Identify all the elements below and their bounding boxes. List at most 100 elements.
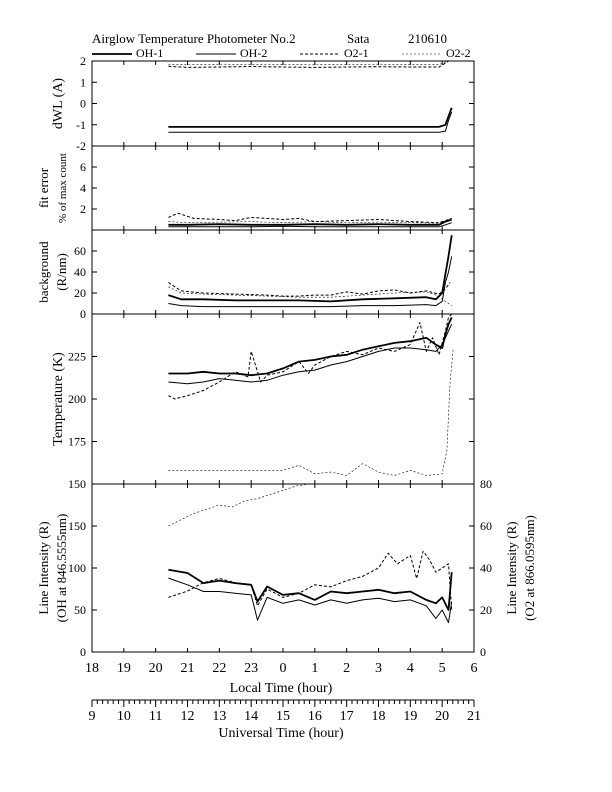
panel-frame xyxy=(91,229,475,315)
y-tick-label: -1 xyxy=(76,118,86,132)
y-tick-label: 200 xyxy=(68,392,86,406)
series-line-oh-1 xyxy=(168,568,453,611)
legend-item-o2-1: O2-1 xyxy=(300,46,369,60)
x-tick-label-local: 1 xyxy=(311,661,318,676)
x-tick-label-local: 6 xyxy=(471,661,478,676)
x-axis-label-ut: Universal Time (hour) xyxy=(218,726,344,741)
y-tick-label: 225 xyxy=(68,350,86,364)
series-group xyxy=(168,484,453,624)
x-tick-label-local: 0 xyxy=(280,661,287,676)
x-tick-label-ut: 10 xyxy=(117,709,131,724)
panel-bg: 0 20 40 60 background (R/nm) xyxy=(36,229,475,321)
x-tick-label-ut: 19 xyxy=(403,709,417,724)
y-axis-label-sub: (OH at 846.5555nm) xyxy=(54,514,69,623)
y-tick-label: 0 xyxy=(80,97,86,111)
y-axis-label: background xyxy=(36,241,51,303)
series-line-oh-1 xyxy=(168,218,452,226)
x-tick-label-local: 20 xyxy=(149,661,163,676)
y-axis-label: dWL (A) xyxy=(51,78,66,130)
x-tick-label-ut: 9 xyxy=(89,709,96,724)
y-tick-label: 150 xyxy=(68,477,86,491)
right-y-tick-label: 80 xyxy=(480,477,492,491)
series-line-oh-1 xyxy=(168,107,453,128)
x-tick-label-local: 22 xyxy=(212,661,226,676)
y-tick-label: 50 xyxy=(74,603,86,617)
series-line-oh-2 xyxy=(168,222,452,228)
y-axis-label-sub: (R/nm) xyxy=(54,253,69,291)
panel-frame xyxy=(91,483,475,653)
series-group xyxy=(168,235,453,308)
series-line-oh-1 xyxy=(168,317,453,377)
y-axis-label: Temperature (K) xyxy=(51,352,66,446)
y-tick-label: 2 xyxy=(80,202,86,216)
series-line-oh-1 xyxy=(168,235,453,303)
series-line-oh-2 xyxy=(168,256,453,308)
right-y-tick-label: 20 xyxy=(480,603,492,617)
panel-frame xyxy=(91,145,475,231)
x-tick-label-local: 5 xyxy=(439,661,446,676)
right-y-tick-label: 0 xyxy=(480,645,486,659)
y-tick-label: 0 xyxy=(80,645,86,659)
panels: -2 -1 0 1 2 dWL (A) 2 4 6 fit error % of max count… xyxy=(36,54,537,659)
y-tick-label: 40 xyxy=(74,265,86,279)
y-axis-label: fit error xyxy=(36,167,51,208)
series-line-o2-1 xyxy=(168,282,451,297)
series-line-o2-1 xyxy=(168,212,452,224)
series-line-oh-2 xyxy=(168,577,453,624)
legend-label: OH-1 xyxy=(136,46,163,60)
y-tick-label: 175 xyxy=(68,435,86,449)
series-line-o2-1 xyxy=(168,61,449,68)
series-line-oh-2 xyxy=(168,323,453,385)
x-tick-label-ut: 17 xyxy=(340,709,354,724)
legend-label: O2-2 xyxy=(446,46,471,60)
legend-item-oh-1: OH-1 xyxy=(92,46,163,60)
x-tick-label-local: 18 xyxy=(85,661,99,676)
legend-label: O2-1 xyxy=(344,46,369,60)
y-tick-label: 4 xyxy=(80,181,86,195)
y-tick-label: 100 xyxy=(68,561,86,575)
x-tick-label-ut: 15 xyxy=(276,709,290,724)
legend-item-oh-2: OH-2 xyxy=(196,46,267,60)
y-tick-label: 60 xyxy=(74,244,86,258)
x-tick-label-local: 19 xyxy=(117,661,131,676)
y-tick-label: 20 xyxy=(74,286,86,300)
bottom-axes: 18 19 20 21 22 23 0 1 2 3 4 5 69 10 11 12 13 14 15 16 17 18 19… xyxy=(85,661,481,724)
x-tick-label-local: 23 xyxy=(244,661,258,676)
x-tick-label-ut: 21 xyxy=(467,709,481,724)
x-tick-label-ut: 16 xyxy=(308,709,322,724)
figure-title: Airglow Temperature Photometer No.2 xyxy=(92,31,296,46)
series-line-o2-2 xyxy=(168,286,452,306)
y-tick-label: -2 xyxy=(76,139,86,153)
right-y-tick-label: 40 xyxy=(480,561,492,575)
legend-label: OH-2 xyxy=(240,46,267,60)
panel-frame xyxy=(91,60,475,147)
figure-header: Airglow Temperature Photometer No.2 Sata… xyxy=(92,31,447,46)
series-line-o2-2 xyxy=(168,220,452,224)
series-line-o2-1 xyxy=(168,550,453,611)
legend: OH-1 OH-2 O2-1 O2-2 xyxy=(92,46,471,60)
series-line-o2-2 xyxy=(168,484,311,527)
panel-dwl: -2 -1 0 1 2 dWL (A) xyxy=(51,54,475,153)
y-tick-label: 6 xyxy=(80,160,86,174)
x-tick-label-ut: 20 xyxy=(435,709,449,724)
x-tick-label-ut: 12 xyxy=(181,709,195,724)
x-tick-label-ut: 13 xyxy=(212,709,226,724)
series-group xyxy=(168,314,454,476)
series-line-o2-1 xyxy=(168,314,453,400)
series-group xyxy=(168,212,452,228)
y-tick-label: 0 xyxy=(80,307,86,321)
y-tick-label: 150 xyxy=(68,519,86,533)
x-tick-label-local: 2 xyxy=(343,661,350,676)
right-y-tick-label: 60 xyxy=(480,519,492,533)
series-line-oh-2 xyxy=(168,111,453,133)
x-tick-label-ut: 14 xyxy=(244,709,258,724)
x-tick-label-local: 3 xyxy=(375,661,382,676)
x-tick-label-ut: 11 xyxy=(149,709,162,724)
y-tick-label: 1 xyxy=(80,75,86,89)
y-tick-label: 2 xyxy=(80,54,86,68)
series-line-o2-2 xyxy=(168,61,449,66)
x-tick-label-local: 21 xyxy=(181,661,195,676)
